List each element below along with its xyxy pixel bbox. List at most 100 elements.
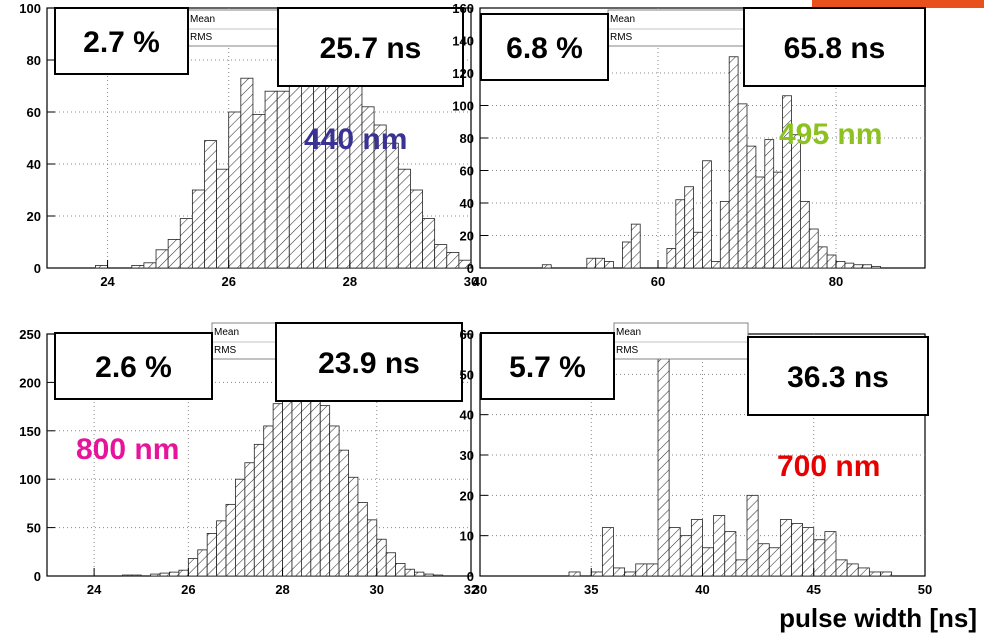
histogram-bar	[95, 264, 108, 269]
histogram-bar	[253, 443, 265, 577]
histogram-bar	[719, 200, 730, 269]
legend-mean-label: Mean	[610, 14, 635, 25]
histogram-bar	[206, 533, 218, 577]
y-tick-label: 0	[467, 569, 474, 584]
histogram-bar	[773, 171, 784, 269]
histogram-bar	[131, 264, 145, 269]
mean-width-box	[743, 7, 926, 87]
histogram-bar	[646, 563, 659, 577]
histogram-bar	[187, 558, 199, 577]
histogram-bar	[728, 56, 739, 269]
histogram-bar	[668, 527, 681, 577]
histogram-bar	[684, 186, 695, 269]
y-tick-label: 80	[27, 53, 41, 68]
stats-legend	[607, 9, 745, 47]
histogram-bar	[735, 559, 748, 577]
histogram-bar	[169, 571, 180, 577]
histogram-bar	[757, 543, 770, 577]
y-tick-label: 160	[452, 1, 474, 16]
histogram-bar	[432, 574, 444, 577]
x-tick-label: 30	[473, 582, 487, 597]
histogram-bar	[423, 573, 434, 577]
histogram-bar	[395, 563, 406, 577]
histogram-bar	[568, 571, 581, 577]
y-tick-label: 140	[452, 34, 474, 49]
histogram-bar	[446, 251, 460, 269]
y-tick-label: 0	[34, 569, 41, 584]
histogram-bar	[216, 168, 230, 269]
y-tick-label: 150	[19, 424, 41, 439]
panel-4: 0 10 20 30 40 50 60 30 35 40 45 50 Mean RMS 5.7 % 36.3 …	[460, 322, 977, 633]
histogram-bar	[225, 503, 236, 577]
histogram-bar	[410, 189, 423, 269]
histogram-bar	[679, 535, 692, 577]
histogram-bar	[802, 527, 815, 577]
histogram-bar	[404, 568, 415, 577]
resolution-box	[54, 332, 213, 400]
y-tick-label: 200	[19, 375, 41, 390]
y-tick-label: 60	[460, 164, 474, 179]
x-tick-label: 26	[181, 582, 195, 597]
histogram-bar	[300, 67, 314, 269]
histogram-bar	[385, 552, 397, 577]
x-tick-label: 32	[464, 582, 478, 597]
wavelength-label: 495 nm	[779, 118, 882, 151]
legend-rms-label: RMS	[214, 345, 237, 356]
histogram-bar	[216, 520, 227, 577]
mean-width-value: 23.9 ns	[318, 347, 420, 380]
y-tick-label: 120	[452, 66, 474, 81]
x-tick-label: 60	[651, 274, 665, 289]
histogram-bar	[288, 75, 302, 269]
histogram-bar	[862, 264, 873, 269]
histogram-bar	[601, 527, 614, 577]
x-tick-label: 45	[807, 582, 821, 597]
y-tick-label: 40	[460, 196, 474, 211]
x-tick-label: 30	[370, 582, 384, 597]
histogram-bar	[155, 249, 169, 269]
histogram-bar	[693, 231, 703, 269]
histogram-bar	[779, 519, 792, 577]
histogram-bar	[264, 90, 278, 269]
x-tick-label: 24	[87, 582, 102, 597]
histogram-bar	[737, 103, 748, 269]
histogram-bar	[272, 403, 283, 577]
histogram-bar	[143, 262, 157, 269]
histogram-bar	[276, 90, 290, 269]
histogram-bar	[635, 563, 648, 577]
mean-width-value: 65.8 ns	[784, 32, 886, 65]
histogram-bar	[366, 519, 378, 577]
histogram-bar	[764, 139, 775, 269]
y-tick-label: 100	[19, 1, 41, 16]
histogram-bar	[868, 571, 881, 577]
histogram-bar	[791, 134, 801, 269]
histogram-bar	[800, 200, 810, 269]
histogram-bar	[791, 523, 804, 577]
histogram-bar	[263, 425, 274, 577]
histogram-bar	[844, 262, 855, 269]
histogram-bar	[397, 168, 411, 269]
histogram-bar	[131, 574, 142, 577]
histogram-bar	[300, 378, 312, 577]
y-tick-label: 60	[27, 105, 41, 120]
mean-width-value: 25.7 ns	[320, 32, 422, 65]
legend-rms-label: RMS	[616, 345, 639, 356]
resolution-value: 6.8 %	[506, 32, 583, 65]
stats-legend	[613, 322, 749, 360]
y-tick-label: 0	[34, 261, 41, 276]
histogram-bar	[666, 248, 677, 269]
histogram-bar	[711, 261, 721, 269]
y-tick-label: 50	[460, 367, 474, 382]
legend-mean-label: Mean	[214, 327, 239, 338]
y-tick-label: 30	[460, 448, 474, 463]
histogram-bar	[604, 261, 614, 269]
histogram-bar	[228, 111, 242, 269]
x-tick-label: 26	[221, 274, 235, 289]
histogram-bar	[630, 223, 641, 269]
resolution-value: 5.7 %	[509, 351, 586, 384]
histogram-bar	[178, 569, 189, 577]
histogram-bar	[337, 72, 351, 269]
histogram-bar	[313, 75, 327, 269]
histogram-bar	[690, 519, 703, 577]
histogram-bar	[357, 502, 368, 577]
